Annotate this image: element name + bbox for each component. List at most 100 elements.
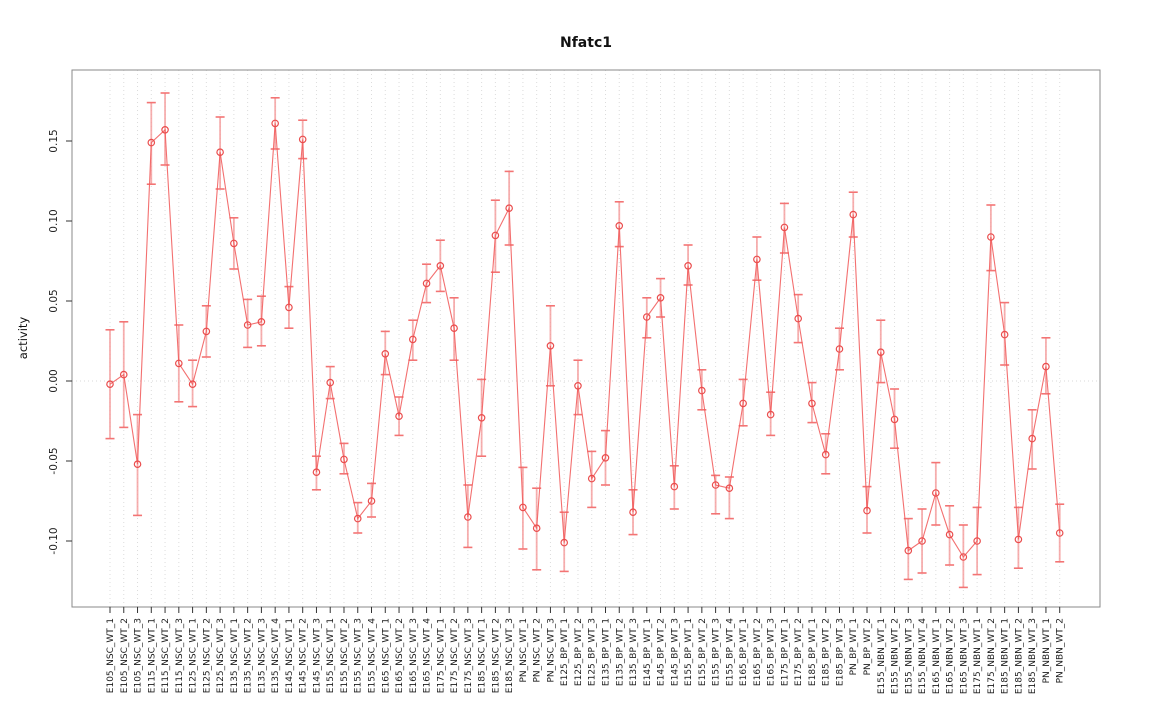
x-tick-label: E165_NSC_WT_2 xyxy=(395,618,405,693)
data-point xyxy=(216,148,224,157)
x-tick-label: E155_NBN_WT_3 xyxy=(904,618,914,694)
x-tick-label: E105_NSC_WT_2 xyxy=(120,618,130,693)
data-point xyxy=(849,210,858,219)
data-point xyxy=(532,524,541,533)
y-tick-label: -0.10 xyxy=(48,527,60,554)
y-tick-label: 0.00 xyxy=(48,369,60,392)
x-tick-label: E185_NBN_WT_1 xyxy=(1001,618,1011,694)
x-tick-label: PN_NSC_WT_1 xyxy=(519,618,529,683)
data-point xyxy=(381,349,390,358)
x-tick-label: E165_BP_WT_3 xyxy=(767,618,777,686)
data-point xyxy=(409,335,417,344)
x-tick-label: E155_BP_WT_3 xyxy=(712,618,722,686)
data-point xyxy=(918,537,926,545)
data-point xyxy=(1042,362,1050,371)
data-point xyxy=(808,399,816,408)
x-tick-label: E125_NSC_WT_1 xyxy=(189,618,199,693)
x-tick-label: E185_NBN_WT_3 xyxy=(1028,618,1038,694)
data-point xyxy=(436,261,445,270)
x-tick-label: E165_NSC_WT_4 xyxy=(423,618,433,693)
data-point xyxy=(1000,330,1009,339)
x-tick-label: E165_BP_WT_1 xyxy=(739,618,749,686)
data-point xyxy=(133,460,142,469)
x-tick-label: E125_NSC_WT_2 xyxy=(202,618,212,693)
data-point xyxy=(670,482,679,491)
x-tick-label: E115_NSC_WT_3 xyxy=(175,618,185,693)
data-point xyxy=(271,119,279,128)
x-tick-label: PN_NBN_WT_2 xyxy=(1056,618,1066,683)
data-point xyxy=(821,450,830,459)
x-tick-label: E115_NSC_WT_1 xyxy=(147,618,157,693)
x-tick-label: E135_NSC_WT_2 xyxy=(244,618,254,693)
data-point xyxy=(312,468,321,477)
data-point xyxy=(147,138,156,147)
x-tick-label: E145_BP_WT_3 xyxy=(670,618,680,686)
x-tick-label: E135_BP_WT_1 xyxy=(601,618,611,686)
x-tick-label: E175_NBN_WT_1 xyxy=(973,618,983,694)
data-point xyxy=(560,538,569,547)
data-point xyxy=(739,399,747,408)
data-point xyxy=(615,222,624,230)
data-point xyxy=(780,223,789,232)
x-tick-label: E135_NSC_WT_3 xyxy=(257,618,267,693)
x-tick-label: PN_NSC_WT_3 xyxy=(546,618,556,683)
x-tick-label: E155_NBN_WT_4 xyxy=(918,618,928,694)
x-tick-label: E105_NSC_WT_1 xyxy=(106,618,116,693)
data-point xyxy=(973,537,981,545)
data-point xyxy=(1014,535,1023,544)
x-tick-label: E175_NSC_WT_3 xyxy=(464,618,474,693)
data-point xyxy=(243,321,252,329)
y-tick-label: 0.15 xyxy=(48,129,60,152)
x-tick-label: E165_NBN_WT_2 xyxy=(946,618,956,694)
data-point xyxy=(725,484,734,493)
data-point xyxy=(257,317,266,326)
data-point xyxy=(698,386,706,395)
x-tick-label: E125_NSC_WT_3 xyxy=(216,618,226,693)
x-tick-label: E155_BP_WT_2 xyxy=(698,618,708,686)
x-tick-label: E165_NSC_WT_1 xyxy=(381,618,391,693)
x-tick-label: E145_BP_WT_1 xyxy=(643,618,653,686)
data-point xyxy=(1055,529,1064,537)
x-tick-label: E155_NSC_WT_2 xyxy=(340,618,350,693)
data-point xyxy=(1028,434,1036,443)
x-tick-label: E185_NSC_WT_2 xyxy=(491,618,501,693)
x-tick-label: PN_NBN_WT_1 xyxy=(1042,618,1052,683)
x-tick-label: E175_BP_WT_2 xyxy=(794,618,804,686)
x-tick-label: E135_NSC_WT_1 xyxy=(230,618,240,693)
x-tick-label: E165_NBN_WT_3 xyxy=(959,618,969,694)
data-point xyxy=(876,348,885,357)
x-tick-label: PN_BP_WT_1 xyxy=(849,618,859,675)
x-tick-label: E155_BP_WT_1 xyxy=(684,618,694,686)
data-point xyxy=(450,324,458,333)
data-point xyxy=(656,293,665,302)
x-tick-label: E145_BP_WT_2 xyxy=(657,618,667,686)
x-tick-label: E145_NSC_WT_3 xyxy=(312,618,322,693)
x-tick-label: E175_NSC_WT_2 xyxy=(450,618,460,693)
data-point xyxy=(890,415,899,424)
data-point xyxy=(106,380,114,389)
x-tick-label: E105_NSC_WT_3 xyxy=(134,618,144,693)
x-tick-label: E155_NBN_WT_1 xyxy=(877,618,887,694)
x-tick-label: E125_BP_WT_1 xyxy=(560,618,570,686)
x-tick-label: E165_BP_WT_2 xyxy=(753,618,763,686)
x-tick-label: PN_NSC_WT_2 xyxy=(533,618,543,683)
data-point xyxy=(464,513,472,521)
x-tick-label: E155_NSC_WT_1 xyxy=(326,618,336,693)
plot-area: -0.10 -0.05 0.00 0.05 0.10 0.15 E105_NSC_WT_1 E… xyxy=(48,69,1101,694)
data-point xyxy=(642,313,651,321)
x-tick-label: E135_NSC_WT_4 xyxy=(271,618,281,693)
data-point xyxy=(932,489,940,497)
x-tick-label: E175_BP_WT_1 xyxy=(780,618,790,686)
x-tick-label: E155_NSC_WT_4 xyxy=(368,618,378,693)
data-point xyxy=(340,455,348,464)
y-tick-label: 0.10 xyxy=(48,209,60,232)
x-tick-label: E125_BP_WT_2 xyxy=(574,618,584,686)
y-axis-label: activity xyxy=(16,317,30,360)
data-point xyxy=(601,453,610,462)
x-tick-label: E115_NSC_WT_2 xyxy=(161,618,171,693)
data-point xyxy=(422,279,431,288)
series-line xyxy=(109,123,1061,558)
data-point xyxy=(959,553,968,561)
